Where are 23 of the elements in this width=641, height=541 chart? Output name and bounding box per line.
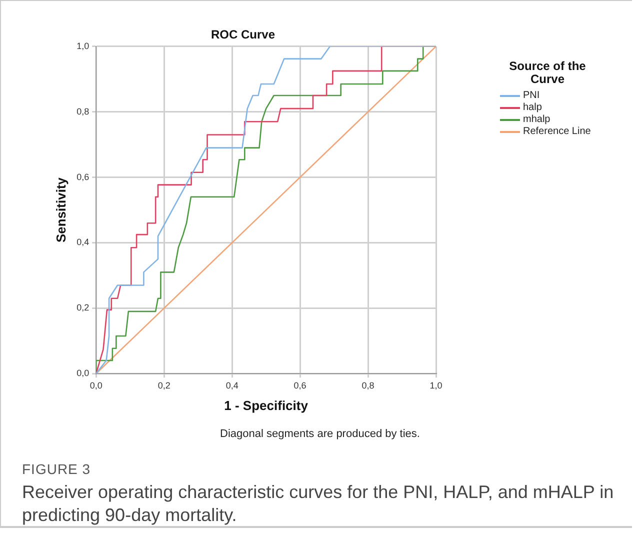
text: Diagonal segments are produced by ties.: [219, 428, 421, 440]
x-tick-label: 1,0: [430, 380, 442, 390]
x-tick-label: 0,8: [362, 380, 374, 390]
chart-title: ROC Curve: [210, 28, 276, 42]
legend-label: PNI: [523, 90, 540, 102]
legend-label: Reference Line: [523, 126, 591, 138]
x-axis-title: 1 - Specificity: [224, 398, 309, 413]
legend-label: mhalp: [523, 114, 550, 126]
y-tick-label: 0,8: [76, 106, 90, 116]
legend-label: halp: [523, 102, 542, 114]
y-tick-label: 0,2: [76, 302, 90, 313]
text: Receiver operating characteristic curves for the PNI, HALP, and mHALP in predicting 90-day mortality.: [22, 481, 615, 527]
x-tick-label: 0,2: [158, 380, 170, 390]
x-tick-label: 0,0: [90, 380, 102, 390]
y-tick-label: 0,6: [76, 172, 90, 182]
caption: FIGURE 3: [22, 461, 91, 477]
y-tick-label: 0,4: [76, 237, 90, 248]
x-tick-label: 0,6: [294, 380, 306, 390]
legend-title: Source of the Curve: [508, 59, 587, 86]
y-axis-title: Sensitivity: [53, 176, 68, 243]
y-tick-label: 0,0: [76, 368, 90, 378]
y-tick-label: 1,0: [76, 40, 90, 51]
x-tick-label: 0,4: [226, 380, 238, 390]
